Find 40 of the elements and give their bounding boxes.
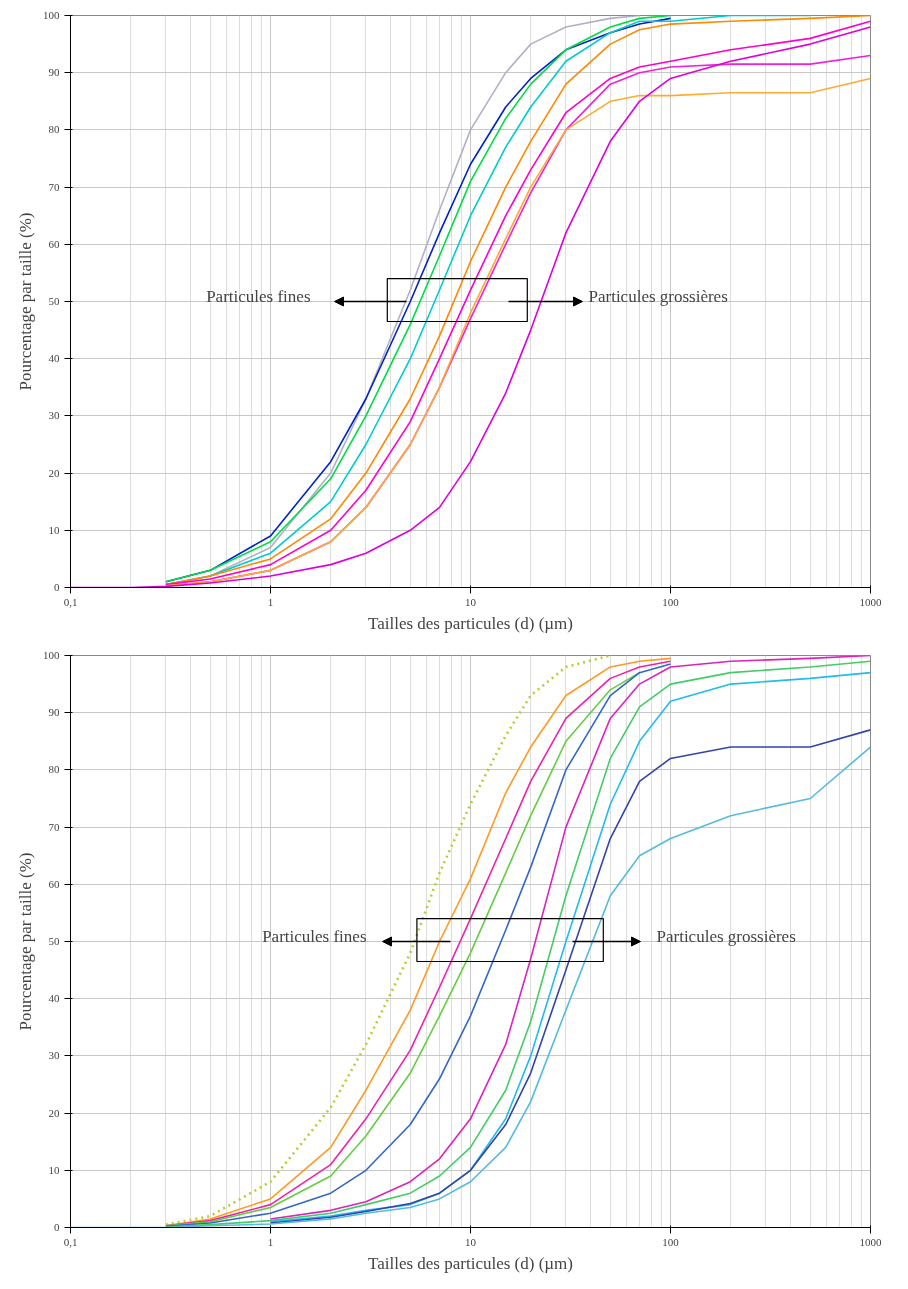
x-tick-label: 10 <box>465 1235 477 1248</box>
y-tick-label: 60 <box>48 877 60 890</box>
y-tick-label: 0 <box>54 581 60 593</box>
y-tick-label: 10 <box>48 523 60 536</box>
y-tick-label: 10 <box>48 1163 60 1176</box>
y-tick-label: 20 <box>48 1106 60 1119</box>
y-tick-label: 20 <box>48 466 60 479</box>
x-tick-label: 0,1 <box>63 595 78 608</box>
y-tick-label: 80 <box>48 123 60 136</box>
x-tick-label: 1000 <box>859 1235 882 1248</box>
y-tick-label: 80 <box>48 763 60 776</box>
x-tick-label: 1 <box>267 1235 274 1248</box>
x-tick-label: 1 <box>267 595 274 608</box>
x-axis-title: Tailles des particules (d) (µm) <box>368 1253 573 1273</box>
y-tick-label: 100 <box>43 649 60 661</box>
y-tick-label: 0 <box>54 1221 60 1233</box>
annotation: Particules fines <box>206 286 311 306</box>
y-tick-label: 50 <box>48 935 60 947</box>
y-axis-title: Pourcentage par taille (%) <box>16 852 35 1031</box>
x-tick-label: 100 <box>662 595 680 608</box>
y-tick-label: 70 <box>48 180 60 193</box>
x-tick-label: 100 <box>662 1235 680 1248</box>
y-tick-label: 50 <box>48 295 60 307</box>
annotation: Particules grossières <box>656 926 796 946</box>
annotation: Particules grossières <box>588 286 728 306</box>
y-tick-label: 30 <box>48 1049 60 1062</box>
y-tick-label: 40 <box>48 992 60 1005</box>
y-tick-label: 90 <box>48 66 60 79</box>
y-tick-label: 60 <box>48 237 60 250</box>
y-tick-label: 90 <box>48 706 60 719</box>
y-tick-label: 40 <box>48 352 60 365</box>
y-tick-label: 30 <box>48 409 60 422</box>
y-tick-label: 100 <box>43 9 60 21</box>
x-axis-title: Tailles des particules (d) (µm) <box>368 613 573 633</box>
y-tick-label: 70 <box>48 820 60 833</box>
annotation: Particules fines <box>262 926 367 946</box>
y-axis-title: Pourcentage par taille (%) <box>16 212 35 391</box>
x-tick-label: 1000 <box>859 595 882 608</box>
x-tick-label: 0,1 <box>63 1235 78 1248</box>
x-tick-label: 10 <box>465 595 477 608</box>
